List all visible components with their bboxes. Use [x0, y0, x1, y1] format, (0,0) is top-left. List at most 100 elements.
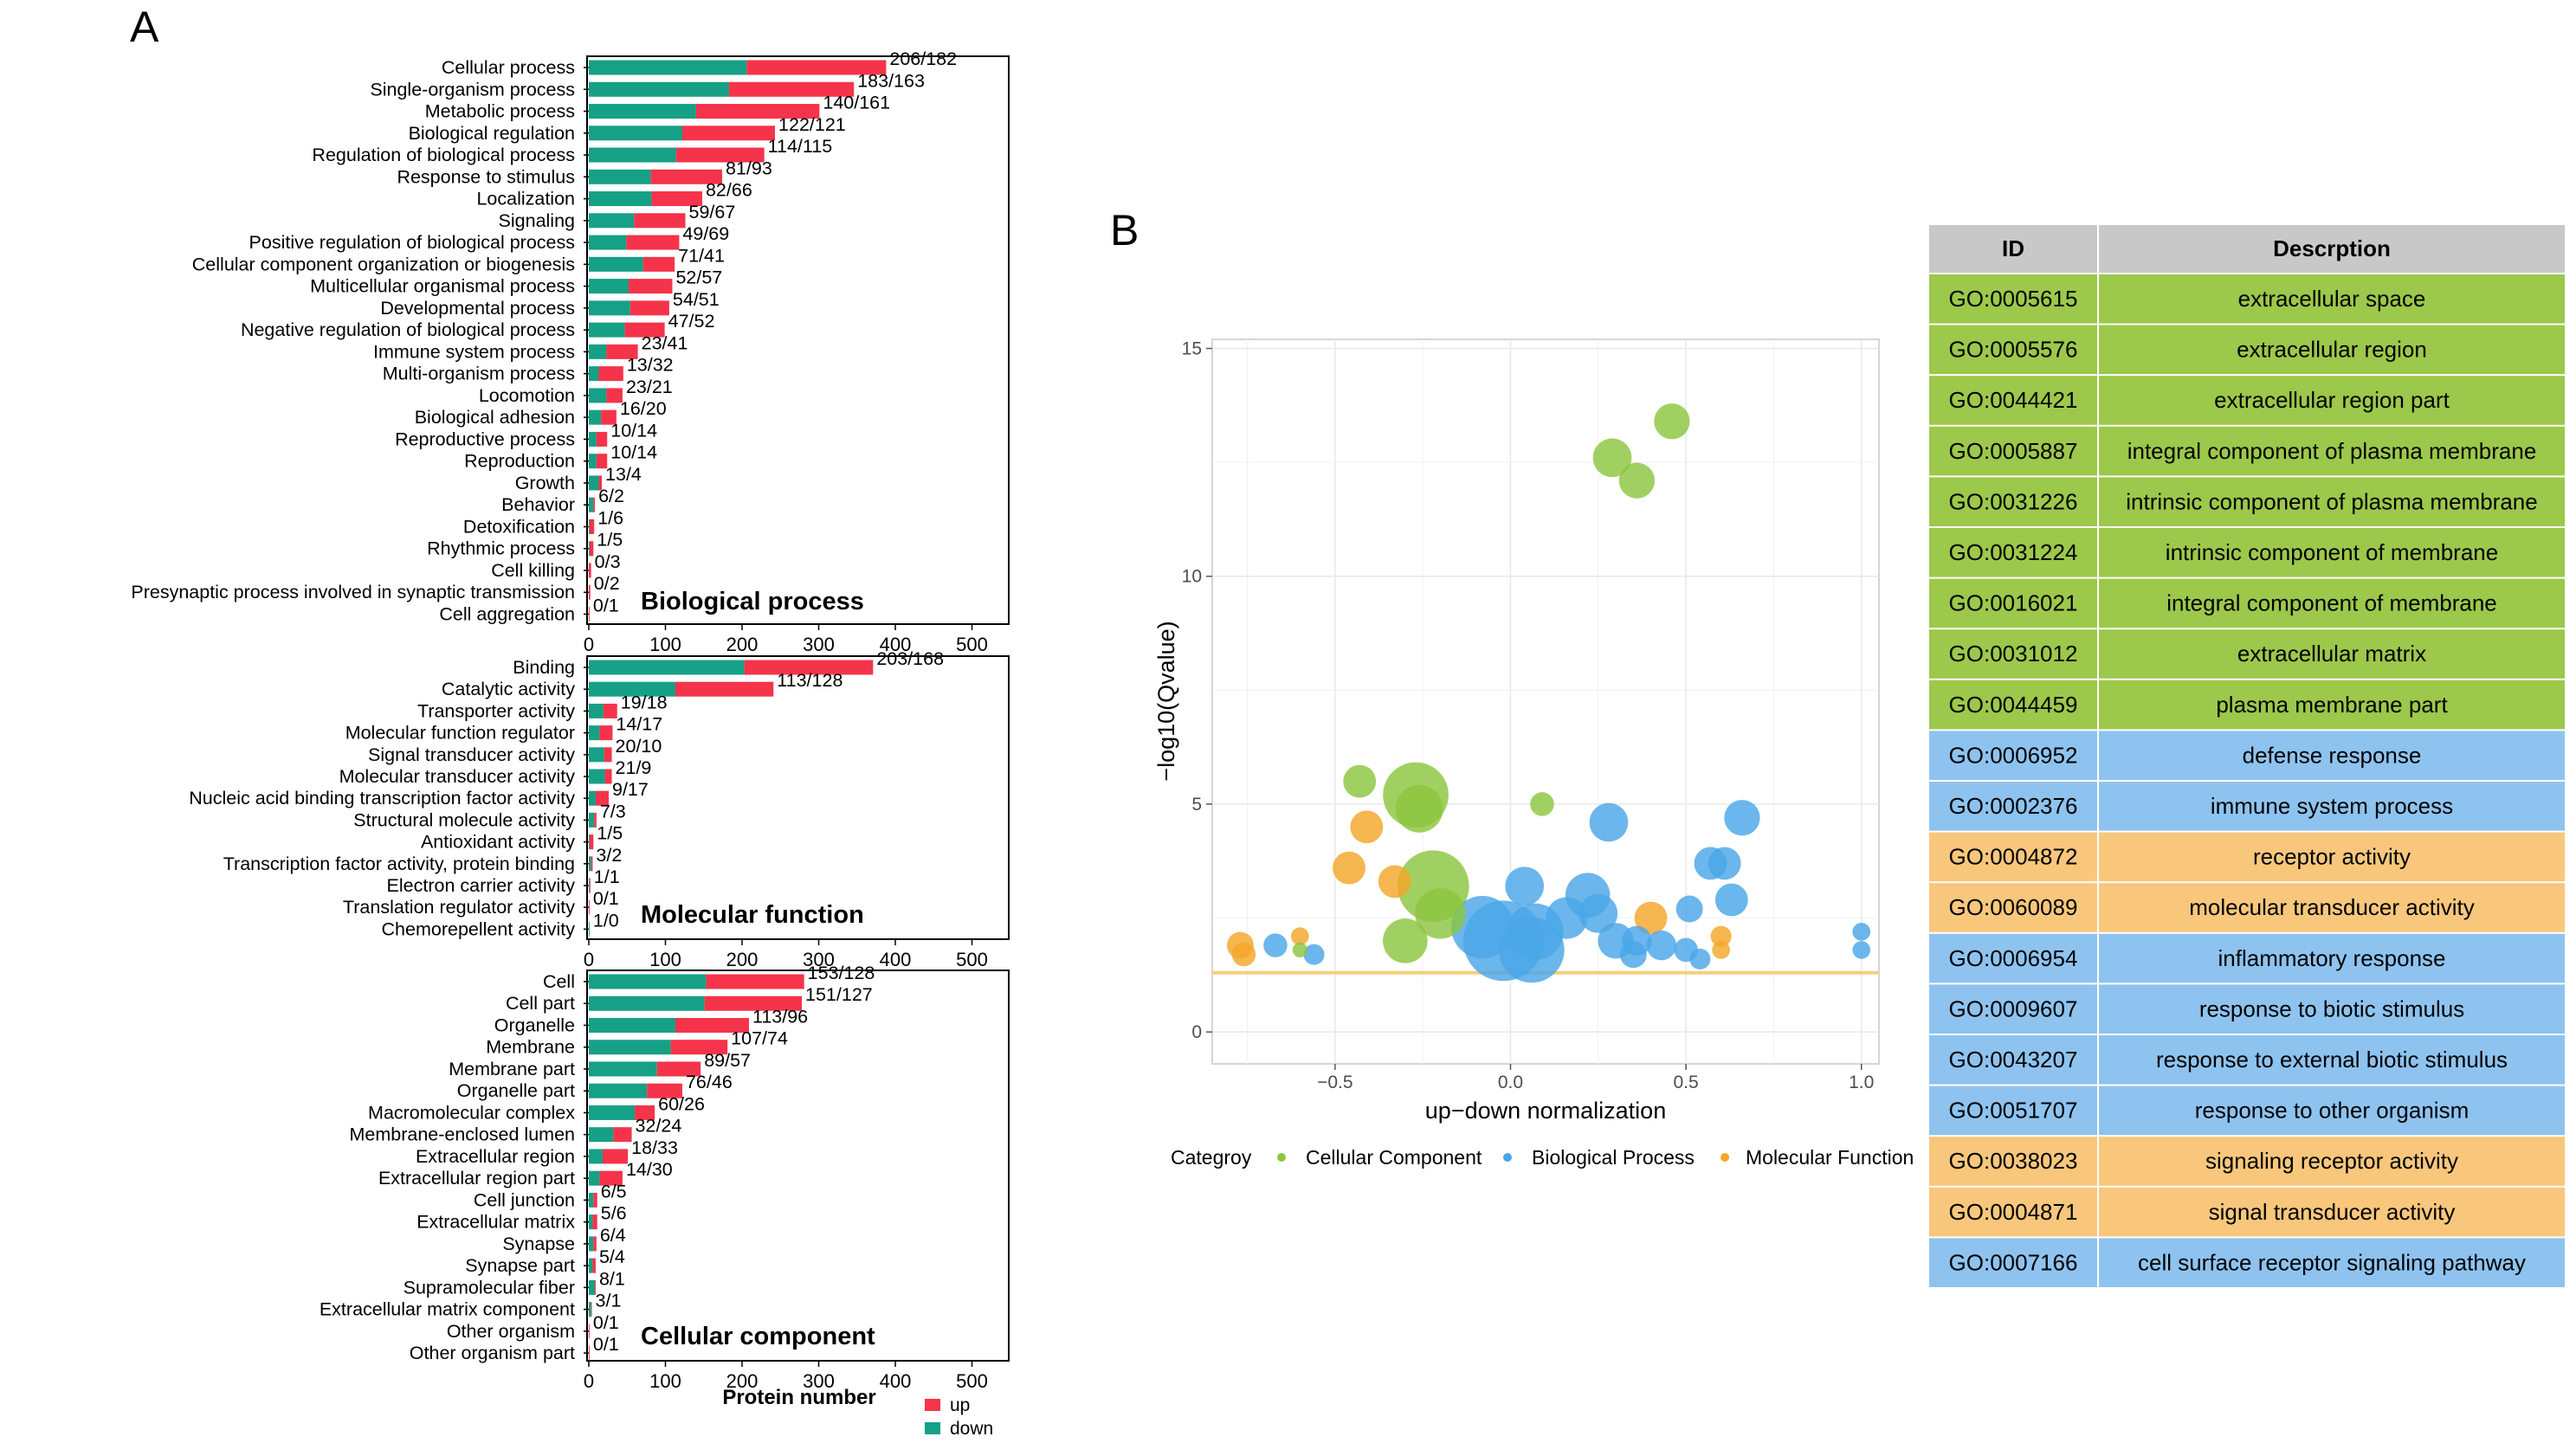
molecular-function-x-tick-label: 300: [803, 949, 835, 970]
bubble-biological-process: [1619, 941, 1647, 969]
table-row-id: GO:0044421: [1949, 387, 2078, 413]
table-row-id-cell: [1929, 883, 2097, 932]
molecular-function-category-label: Transporter activity: [417, 700, 575, 721]
bubble-axes: −0.5 0.0 0.5 1.0 0 5 10 15: [1182, 339, 1875, 1092]
table-row-description: defense response: [2243, 742, 2422, 768]
biological-process-bar-up-reproduction: [596, 454, 608, 469]
table-row-description-cell: [2099, 1035, 2565, 1085]
bubble-molecular-function: [1231, 942, 1256, 967]
bubble-biological-process: [1263, 933, 1288, 957]
bubble-legend: Categroy Cellular Component Biological P…: [1171, 1146, 1914, 1169]
molecular-function-value-label: 1/1: [594, 866, 620, 887]
bubble-molecular-function: [1634, 901, 1668, 935]
cellular-component-value-label: 5/6: [601, 1203, 627, 1224]
table-row-description: extracellular matrix: [2237, 641, 2426, 667]
biological-process-category-label: Cell killing: [491, 560, 575, 581]
biological-process-bar-down-signaling: [589, 213, 635, 229]
cellular-component-category-label: Membrane: [486, 1037, 575, 1058]
table-row-id-cell: [1929, 984, 2097, 1034]
cellular-component-category-label: Supramolecular fiber: [404, 1277, 575, 1298]
biological-process-bar-down-immune-system-process: [589, 344, 607, 359]
table-row-id: GO:0051707: [1949, 1098, 2078, 1124]
cellular-component-bar-up-membrane: [670, 1040, 728, 1055]
cellular-component-value-label: 8/1: [599, 1268, 625, 1289]
bubble-cellular-component: [1592, 438, 1632, 478]
cellular-component-bar-up-extracellular-matrix-component: [591, 1302, 592, 1317]
legend-cellular-component-label: Cellular Component: [1306, 1146, 1482, 1169]
bubble-cellular-component: [1343, 764, 1377, 798]
biological-process-bar-down-locomotion: [589, 388, 607, 403]
cellular-component-category-label: Synapse part: [465, 1255, 575, 1276]
bubble-biological-process: [1852, 941, 1871, 959]
molecular-function-category-label: Transcription factor activity, protein b…: [223, 854, 575, 874]
legend-up-swatch: [925, 1399, 940, 1411]
biological-process-x-tick-label: 100: [649, 634, 681, 655]
biological-process-bar-up-negative-regulation-of-biological-process: [624, 322, 665, 338]
table-row-description: cell surface receptor signaling pathway: [2138, 1249, 2526, 1275]
molecular-function-bar-down-electron-carrier-activity: [589, 878, 590, 893]
table-row-description-cell: [2099, 325, 2565, 375]
molecular-function-value-label: 9/17: [612, 779, 649, 800]
biological-process-value-label: 54/51: [673, 289, 720, 310]
cc-chart: Cell 153/128 Cell part 151/127 Organelle 113/…: [320, 963, 988, 1392]
biological-process-bar-down-multi-organism-process: [589, 366, 599, 382]
cellular-component-bar-up-cell-part: [704, 995, 803, 1011]
bubble-biological-process: [1450, 895, 1514, 959]
table-row-description: intrinsic component of membrane: [2166, 539, 2498, 565]
molecular-function-value-label: 0/1: [593, 888, 619, 909]
molecular-function-category-label: Signal transducer activity: [368, 744, 575, 765]
cellular-component-bar-up-synapse-part: [592, 1258, 596, 1273]
table-row-description: molecular transducer activity: [2189, 894, 2474, 920]
bubble-y-tick-label: 5: [1191, 795, 1202, 815]
molecular-function-bar-down-structural-molecule-activity: [589, 812, 595, 828]
biological-process-bar-up-cell-aggregation: [589, 607, 590, 622]
molecular-function-category-label: Antioxidant activity: [421, 832, 575, 853]
molecular-function-x-tick-label: 500: [956, 949, 988, 970]
table-row-description-cell: [2099, 933, 2565, 983]
biological-process-bar-down-cellular-process: [589, 60, 747, 75]
biological-process-value-label: 140/161: [823, 93, 890, 113]
molecular-function-value-label: 3/2: [596, 845, 622, 866]
bubble-biological-process: [1724, 800, 1760, 836]
cellular-component-x-tick-label: 100: [649, 1370, 681, 1392]
cellular-component-category-label: Cell junction: [474, 1189, 575, 1210]
legend-molecular-function-label: Molecular Function: [1746, 1146, 1914, 1169]
biological-process-category-label: Presynaptic process involved in synaptic…: [131, 582, 575, 602]
molecular-function-bar-down-catalytic-activity: [589, 681, 676, 697]
molecular-function-bar-down-molecular-transducer-activity: [589, 769, 605, 784]
table-row-id: GO:0006954: [1949, 945, 2078, 971]
table-row-description: extracellular region: [2237, 337, 2427, 363]
biological-process-bar-down-multicellular-organismal-process: [589, 279, 629, 294]
biological-process-bar-down-rhythmic-process: [589, 541, 590, 557]
cellular-component-value-label: 6/4: [600, 1225, 626, 1246]
molecular-function-bar-down-antioxidant-activity: [589, 834, 590, 850]
table-row-id-cell: [1929, 1238, 2097, 1287]
biological-process-bar-up-presynaptic-process-involved-in-synaptic-transmission: [589, 584, 591, 600]
biological-process-bar-up-growth: [598, 475, 603, 491]
cellular-component-bar-up-extracellular-region-part: [599, 1170, 623, 1186]
cellular-component-bar-down-cell-part: [589, 995, 705, 1011]
bubble-biological-process: [1708, 847, 1741, 880]
cellular-component-category-label: Extracellular region: [416, 1146, 575, 1167]
cellular-component-category-label: Membrane part: [449, 1059, 575, 1079]
biological-process-x-tick-label: 400: [880, 634, 912, 655]
cellular-component-category-label: Extracellular matrix component: [320, 1299, 575, 1320]
table-row-id-cell: [1929, 376, 2097, 425]
table-row-description-cell: [2099, 426, 2565, 476]
biological-process-bar-up-developmental-process: [629, 300, 669, 316]
biological-process-category-label: Localization: [476, 189, 575, 209]
table-row-id: GO:0005887: [1949, 438, 2078, 464]
biological-process-bar-up-cell-killing: [589, 563, 591, 578]
biological-process-value-label: 23/41: [642, 332, 688, 353]
biological-process-bar-down-developmental-process: [589, 300, 630, 316]
molecular-function-category-label: Molecular function regulator: [345, 723, 575, 744]
molecular-function-category-label: Catalytic activity: [442, 679, 575, 699]
table-row-id: GO:0004871: [1949, 1199, 2078, 1225]
legend-down-swatch: [925, 1422, 940, 1434]
molecular-function-bar-down-nucleic-acid-binding-transcription-factor-activity: [589, 790, 596, 806]
bubble-biological-process: [1505, 866, 1545, 906]
biological-process-category-label: Rhythmic process: [427, 538, 575, 559]
bubble-biological-process: [1852, 923, 1871, 941]
table-row-id-cell: [1929, 477, 2097, 526]
